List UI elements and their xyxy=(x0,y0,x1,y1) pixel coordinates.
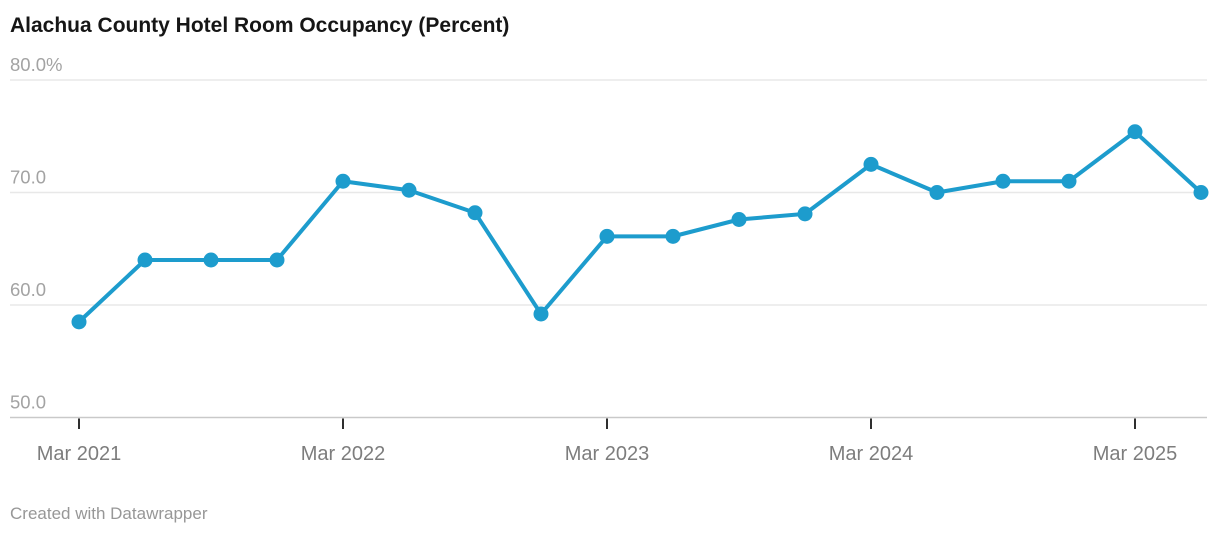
y-tick-label: 80.0% xyxy=(10,54,62,75)
data-point[interactable] xyxy=(1127,124,1143,140)
data-point[interactable] xyxy=(335,173,351,189)
y-tick-label: 70.0 xyxy=(10,167,46,188)
data-point[interactable] xyxy=(665,228,681,244)
data-point[interactable] xyxy=(71,314,87,330)
x-tick-label: Mar 2022 xyxy=(301,443,386,465)
x-tick-label: Mar 2023 xyxy=(565,443,650,465)
data-point[interactable] xyxy=(533,306,549,322)
data-point[interactable] xyxy=(599,228,615,244)
data-point[interactable] xyxy=(467,205,483,221)
series-line xyxy=(77,129,1203,324)
y-tick-label: 50.0 xyxy=(10,392,46,413)
data-point[interactable] xyxy=(269,252,285,268)
data-point[interactable] xyxy=(1193,185,1209,200)
data-point[interactable] xyxy=(731,212,747,227)
attribution-text: Created with Datawrapper xyxy=(10,504,208,523)
data-point[interactable] xyxy=(929,185,945,200)
chart-title: Alachua County Hotel Room Occupancy (Per… xyxy=(10,14,510,37)
x-tick-label: Mar 2021 xyxy=(37,443,122,465)
data-point[interactable] xyxy=(863,156,879,172)
data-point[interactable] xyxy=(137,252,153,268)
data-point[interactable] xyxy=(797,206,813,222)
x-tick-label: Mar 2024 xyxy=(829,443,914,465)
data-point[interactable] xyxy=(1061,173,1077,189)
data-point[interactable] xyxy=(401,182,417,198)
x-tick-label: Mar 2025 xyxy=(1093,443,1178,465)
data-point[interactable] xyxy=(203,252,219,268)
y-tick-label: 60.0 xyxy=(10,279,46,300)
data-point[interactable] xyxy=(995,173,1011,189)
